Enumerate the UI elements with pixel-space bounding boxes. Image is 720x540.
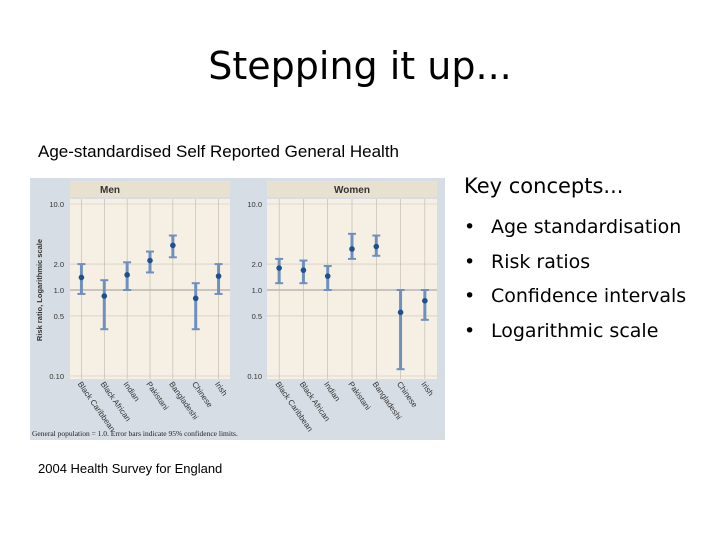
data-point	[147, 257, 153, 264]
category-label: Pakistani	[346, 380, 372, 412]
data-point	[324, 273, 331, 279]
concept-item: • Age standardisation	[464, 210, 686, 245]
panel-title: Men	[100, 185, 120, 196]
panel-title: Women	[334, 185, 370, 196]
data-point	[276, 265, 282, 271]
category-label: Chinese	[395, 380, 420, 410]
bullet: •	[464, 216, 476, 238]
key-concepts-heading: Key concepts...	[464, 174, 624, 198]
concept-item: • Confidence intervals	[464, 279, 686, 314]
concept-item: • Risk ratios	[464, 245, 686, 280]
data-point	[397, 309, 404, 316]
panel-header	[70, 181, 230, 197]
concept-list: • Age standardisation • Risk ratios • Confi…	[464, 210, 686, 348]
data-point	[373, 243, 380, 250]
y-tick-label: 0.5	[54, 312, 64, 321]
y-tick-label: 0.10	[49, 372, 64, 381]
y-tick-label: 1.0	[54, 286, 64, 295]
chart-note: General population = 1.0. Error bars ind…	[32, 429, 238, 438]
y-tick-label: 10.0	[49, 200, 64, 209]
concept-text: Risk ratios	[491, 250, 591, 273]
source-caption: 2004 Health Survey for England	[38, 461, 223, 476]
category-label: Irish	[213, 380, 229, 398]
data-point	[101, 293, 108, 299]
y-tick-label: 2.0	[252, 260, 262, 269]
concept-text: Age standardisation	[491, 216, 682, 238]
y-tick-label: 0.5	[252, 312, 262, 321]
concept-item: • Logarithmic scale	[464, 314, 686, 349]
category-label: Indian	[122, 380, 142, 403]
concept-text: Logarithmic scale	[491, 319, 659, 342]
chart-svg: Risk ratio, Logarithmic scale Men 10.0 2.0 1…	[32, 181, 437, 438]
bullet: •	[464, 319, 476, 342]
data-point	[192, 295, 199, 302]
key-concepts: Key concepts... • Age standardisation • Ri…	[464, 174, 686, 348]
data-point	[170, 242, 176, 249]
data-point	[422, 297, 428, 304]
category-label: Pakistani	[144, 380, 170, 412]
panel-header	[267, 181, 437, 197]
concept-text: Confidence intervals	[491, 285, 687, 307]
y-axis-label: Risk ratio, Logarithmic scale	[35, 239, 44, 341]
category-label: Chinese	[190, 380, 215, 410]
category-label: Indian	[322, 380, 342, 403]
data-point	[124, 272, 130, 278]
bullet: •	[464, 285, 476, 307]
chart-subtitle: Age-standardised Self Reported General H…	[38, 142, 399, 161]
data-point	[349, 246, 355, 252]
data-point	[215, 273, 222, 279]
bullet: •	[464, 250, 476, 273]
y-tick-label: 0.10	[247, 372, 262, 381]
category-label: Irish	[419, 380, 435, 398]
data-point	[78, 274, 85, 281]
y-tick-label: 1.0	[252, 286, 262, 295]
health-chart: Risk ratio, Logarithmic scale Men 10.0 2.0 1…	[30, 178, 445, 440]
y-tick-label: 2.0	[54, 260, 64, 269]
y-tick-label: 10.0	[247, 200, 262, 209]
data-point	[300, 267, 307, 273]
slide-title: Stepping it up...	[208, 44, 512, 88]
